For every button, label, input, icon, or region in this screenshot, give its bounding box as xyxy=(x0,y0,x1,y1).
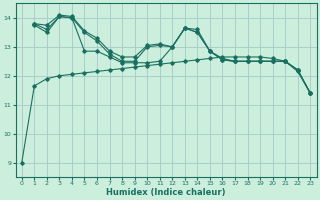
X-axis label: Humidex (Indice chaleur): Humidex (Indice chaleur) xyxy=(106,188,226,197)
